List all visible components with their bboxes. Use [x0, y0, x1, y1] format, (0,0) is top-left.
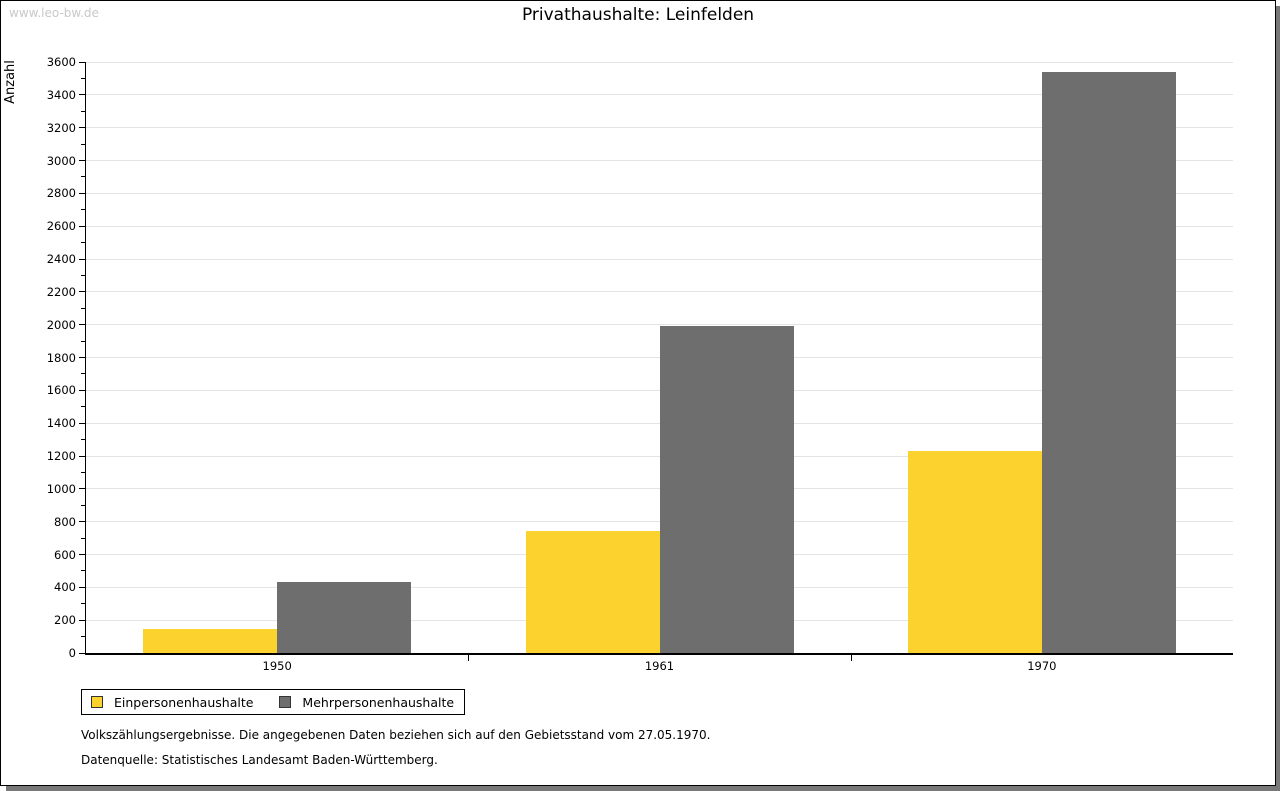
y-minor-tick [81, 636, 86, 638]
plot-area: 0 200 400 600 800 1000 1200 1400 1600 1800 2000 220… [47, 55, 1233, 673]
bar-einpersonenhaushalte-1961 [525, 530, 660, 653]
y-minor-tick [81, 373, 86, 375]
y-tick-label: 600 [54, 547, 76, 562]
y-major-tick [79, 127, 86, 129]
y-minor-tick [81, 603, 86, 605]
y-tick-label: 2000 [46, 317, 76, 332]
y-tick-label: 2200 [46, 284, 76, 299]
gridline [86, 291, 1233, 293]
watermark: www.leo-bw.de [9, 6, 99, 20]
bar-einpersonenhaushalte-1950 [143, 629, 278, 653]
legend-item: Einpersonenhaushalte [91, 695, 253, 710]
y-tick-label: 3200 [46, 120, 76, 135]
legend-label: Mehrpersonenhaushalte [302, 694, 455, 710]
bar-einpersonenhaushalte-1970 [907, 451, 1042, 653]
y-major-tick [79, 455, 86, 457]
frame-shadow-bottom [6, 786, 1280, 791]
y-minor-tick [81, 209, 86, 211]
y-tick-label: 1800 [46, 350, 76, 365]
y-major-tick [79, 61, 86, 63]
y-major-tick [79, 324, 86, 326]
gridline [86, 225, 1233, 227]
y-tick-label: 3000 [46, 153, 76, 168]
bar-mehrpersonenhaushalte-1950 [277, 582, 412, 653]
y-major-tick [79, 521, 86, 523]
y-major-tick [79, 94, 86, 96]
y-minor-tick [81, 307, 86, 309]
y-tick-label: 3400 [46, 87, 76, 102]
y-tick-label: 400 [54, 580, 76, 595]
y-tick-label: 1200 [46, 449, 76, 463]
y-major-tick [79, 160, 86, 161]
y-major-tick [79, 652, 86, 654]
x-category-label: 1950 [262, 659, 292, 673]
gridline [86, 324, 1233, 326]
y-major-tick [79, 291, 86, 293]
y-axis-title: Anzahl [3, 53, 19, 113]
y-minor-tick [81, 77, 86, 79]
y-minor-tick [81, 110, 86, 112]
y-minor-tick [81, 176, 86, 178]
y-tick-label: 800 [54, 514, 76, 529]
y-minor-tick [81, 143, 86, 145]
y-minor-tick [81, 242, 86, 244]
x-axis-tick [850, 655, 852, 661]
gridline [86, 127, 1233, 129]
footnote-data-source: Datenquelle: Statistisches Landesamt Bad… [81, 753, 438, 767]
footnote-source-info: Volkszählungsergebnisse. Die angegebenen… [81, 728, 711, 742]
gridline [86, 258, 1233, 260]
y-major-tick [79, 258, 86, 260]
y-tick-label: 1600 [46, 383, 76, 398]
gridline [86, 160, 1233, 161]
gridline [86, 94, 1233, 96]
legend-item: Mehrpersonenhaushalte [279, 695, 454, 710]
y-minor-tick [81, 274, 86, 276]
chart-title: Privathaushalte: Leinfelden [521, 5, 755, 25]
legend-swatch [91, 696, 103, 708]
y-tick-label: 0 [68, 646, 76, 660]
y-major-tick [79, 192, 86, 194]
y-tick-label: 2800 [46, 186, 76, 201]
y-minor-tick [81, 471, 86, 473]
y-minor-tick [81, 570, 86, 572]
y-tick-label: 2400 [46, 252, 76, 266]
y-major-tick [79, 488, 86, 490]
y-major-tick [79, 389, 86, 391]
legend-label: Einpersonenhaushalte [114, 694, 254, 710]
y-major-tick [79, 422, 86, 424]
y-minor-tick [81, 439, 86, 441]
y-tick-label: 1000 [46, 481, 76, 496]
x-axis-tick [468, 655, 470, 661]
y-minor-tick [81, 406, 86, 408]
y-tick-label: 2600 [46, 219, 76, 234]
y-tick-label: 200 [54, 613, 76, 628]
y-tick-label: 1400 [46, 416, 76, 431]
y-axis-title-text: Anzahl [3, 60, 18, 104]
gridline [86, 61, 1233, 63]
bar-mehrpersonenhaushalte-1961 [659, 326, 794, 653]
bar-mehrpersonenhaushalte-1970 [1041, 71, 1176, 653]
y-minor-tick [81, 504, 86, 506]
y-major-tick [79, 554, 86, 555]
legend-swatch [279, 696, 292, 708]
y-minor-tick [81, 537, 86, 539]
y-major-tick [79, 225, 86, 227]
y-major-tick [79, 586, 86, 588]
frame-shadow-right [1276, 6, 1280, 791]
x-category-label: 1970 [1027, 659, 1057, 673]
y-tick-label: 3600 [46, 55, 76, 69]
legend: Einpersonenhaushalte Mehrpersonenhaushalt… [81, 689, 465, 715]
y-major-tick [79, 619, 86, 621]
y-major-tick [79, 357, 86, 358]
gridline [86, 192, 1233, 194]
x-category-label: 1961 [644, 659, 675, 673]
y-minor-tick [81, 340, 86, 342]
